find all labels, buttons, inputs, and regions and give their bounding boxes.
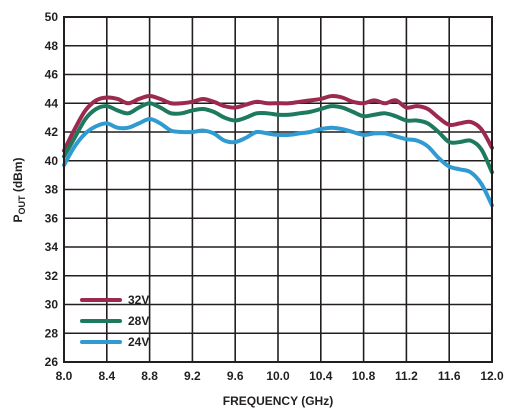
y-tick-label: 38 (45, 183, 59, 197)
y-axis-label-main: P (11, 214, 25, 222)
legend-label-32V: 32V (128, 293, 149, 307)
x-tick-label: 10.0 (266, 369, 290, 383)
y-axis-label-subscript: OUT (17, 195, 27, 215)
x-tick-label: 10.8 (352, 369, 376, 383)
x-tick-label: 9.6 (227, 369, 244, 383)
y-axis-label-unit: (dBm) (11, 157, 25, 195)
x-tick-label: 12.0 (480, 369, 504, 383)
x-tick-label: 9.2 (184, 369, 201, 383)
y-axis-label: POUT (dBm) (11, 157, 27, 222)
series-lines (62, 94, 494, 208)
x-tick-label: 8.8 (141, 369, 158, 383)
legend-label-24V: 24V (128, 335, 149, 349)
series-line-28V (62, 101, 494, 175)
x-tick-label: 11.2 (395, 369, 418, 383)
x-tick-label: 8.4 (98, 369, 115, 383)
y-tick-label: 50 (45, 10, 59, 24)
y-tick-label: 30 (45, 298, 59, 312)
y-tick-labels: 26 28 30 32 34 36 38 40 42 44 46 48 50 (45, 10, 59, 369)
y-tick-label: 34 (45, 240, 59, 254)
y-tick-label: 28 (45, 326, 59, 340)
series-line-32V (62, 94, 494, 153)
legend-label-28V: 28V (128, 314, 149, 328)
y-tick-label: 48 (45, 39, 59, 53)
y-tick-label: 44 (45, 96, 59, 110)
x-tick-labels: 8.0 8.4 8.8 9.2 9.6 10.0 10.4 10.8 11.2 11.6 12.0 (56, 369, 504, 383)
y-tick-label: 26 (45, 355, 59, 369)
plot-frame (63, 16, 493, 363)
x-tick-label: 11.6 (438, 369, 461, 383)
series-line-24V (62, 117, 494, 208)
y-tick-label: 36 (45, 211, 59, 225)
y-tick-label: 46 (45, 68, 59, 82)
x-tick-label: 10.4 (309, 369, 333, 383)
legend: 32V 28V 24V (80, 293, 149, 349)
x-axis-label: FREQUENCY (GHz) (223, 394, 333, 408)
y-tick-label: 42 (45, 125, 59, 139)
y-tick-label: 32 (45, 269, 59, 283)
x-tick-label: 8.0 (56, 369, 73, 383)
y-tick-label: 40 (45, 154, 59, 168)
